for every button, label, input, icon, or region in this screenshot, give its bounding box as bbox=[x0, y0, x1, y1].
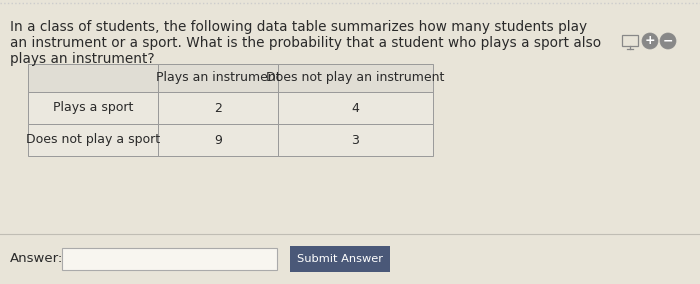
Bar bbox=[28, 92, 158, 124]
Text: +: + bbox=[645, 34, 655, 47]
Text: Answer:: Answer: bbox=[10, 252, 63, 266]
Bar bbox=[28, 124, 158, 156]
Bar bbox=[0, 234, 700, 284]
Bar bbox=[278, 92, 433, 124]
Text: 9: 9 bbox=[214, 133, 222, 147]
Bar bbox=[278, 124, 433, 156]
Circle shape bbox=[642, 33, 658, 49]
Text: Does not play an instrument: Does not play an instrument bbox=[266, 72, 444, 85]
Text: Plays an instrument: Plays an instrument bbox=[155, 72, 280, 85]
Circle shape bbox=[660, 33, 676, 49]
Bar bbox=[278, 64, 433, 92]
Bar bbox=[158, 64, 278, 92]
Bar bbox=[290, 246, 390, 272]
Text: plays an instrument?: plays an instrument? bbox=[10, 52, 155, 66]
Text: an instrument or a sport. What is the probability that a student who plays a spo: an instrument or a sport. What is the pr… bbox=[10, 36, 601, 50]
Text: −: − bbox=[663, 34, 673, 47]
Bar bbox=[158, 92, 278, 124]
Text: 4: 4 bbox=[351, 101, 359, 114]
Bar bbox=[158, 124, 278, 156]
Bar bbox=[62, 248, 277, 270]
Text: Does not play a sport: Does not play a sport bbox=[26, 133, 160, 147]
Text: Submit Answer: Submit Answer bbox=[297, 254, 383, 264]
Bar bbox=[28, 64, 158, 92]
Text: 3: 3 bbox=[351, 133, 359, 147]
Text: In a class of students, the following data table summarizes how many students pl: In a class of students, the following da… bbox=[10, 20, 587, 34]
Text: Plays a sport: Plays a sport bbox=[52, 101, 133, 114]
Bar bbox=[622, 35, 638, 46]
Text: 2: 2 bbox=[214, 101, 222, 114]
